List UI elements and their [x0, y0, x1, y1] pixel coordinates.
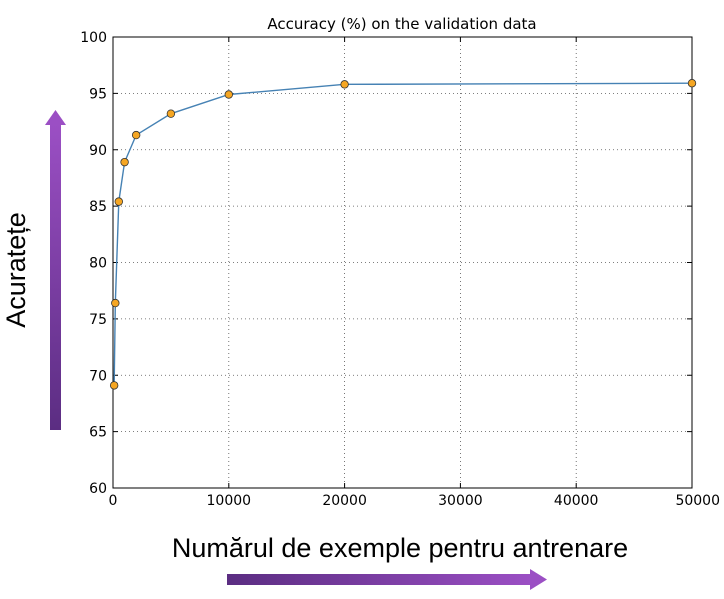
data-point: [224, 90, 233, 99]
grid: [113, 37, 692, 488]
data-point: [109, 381, 119, 390]
x-axis-label: Numărul de exemple pentru antrenare: [172, 533, 628, 563]
y-tick-label: 80: [89, 256, 107, 272]
data-point: [131, 130, 141, 140]
y-axis-label: Acuratețe: [1, 212, 31, 328]
data-point: [166, 109, 176, 118]
chart-title: Accuracy (%) on the validation data: [267, 15, 536, 33]
y-tick-label: 65: [89, 425, 107, 441]
data-point: [114, 197, 123, 206]
y-tick-label: 100: [80, 30, 107, 46]
y-tick-label: 75: [89, 312, 107, 328]
series-line: [113, 82, 693, 386]
x-tick-label: 50000: [675, 493, 720, 509]
x-tick-label: 30000: [438, 493, 483, 509]
data-point: [340, 80, 349, 89]
y-axis-arrow: [45, 110, 66, 430]
x-axis-arrow: [227, 569, 547, 590]
y-tick-label: 60: [89, 481, 107, 497]
y-tick-label: 90: [89, 143, 107, 159]
y-tick-label: 70: [89, 368, 107, 384]
data-point: [111, 298, 120, 308]
x-tick-label: 40000: [554, 493, 599, 509]
data-point: [687, 79, 697, 88]
data-point: [120, 157, 129, 167]
axis-ticks: 60 65 70 75 80 85 90 95 100 0 10000 20000 30000 40000…: [80, 30, 720, 509]
x-tick-label: 20000: [322, 493, 367, 509]
y-tick-label: 95: [89, 86, 107, 102]
series: [109, 79, 697, 390]
x-tick-label: 0: [109, 493, 118, 509]
y-tick-label: 85: [89, 199, 107, 215]
x-tick-label: 10000: [207, 493, 252, 509]
